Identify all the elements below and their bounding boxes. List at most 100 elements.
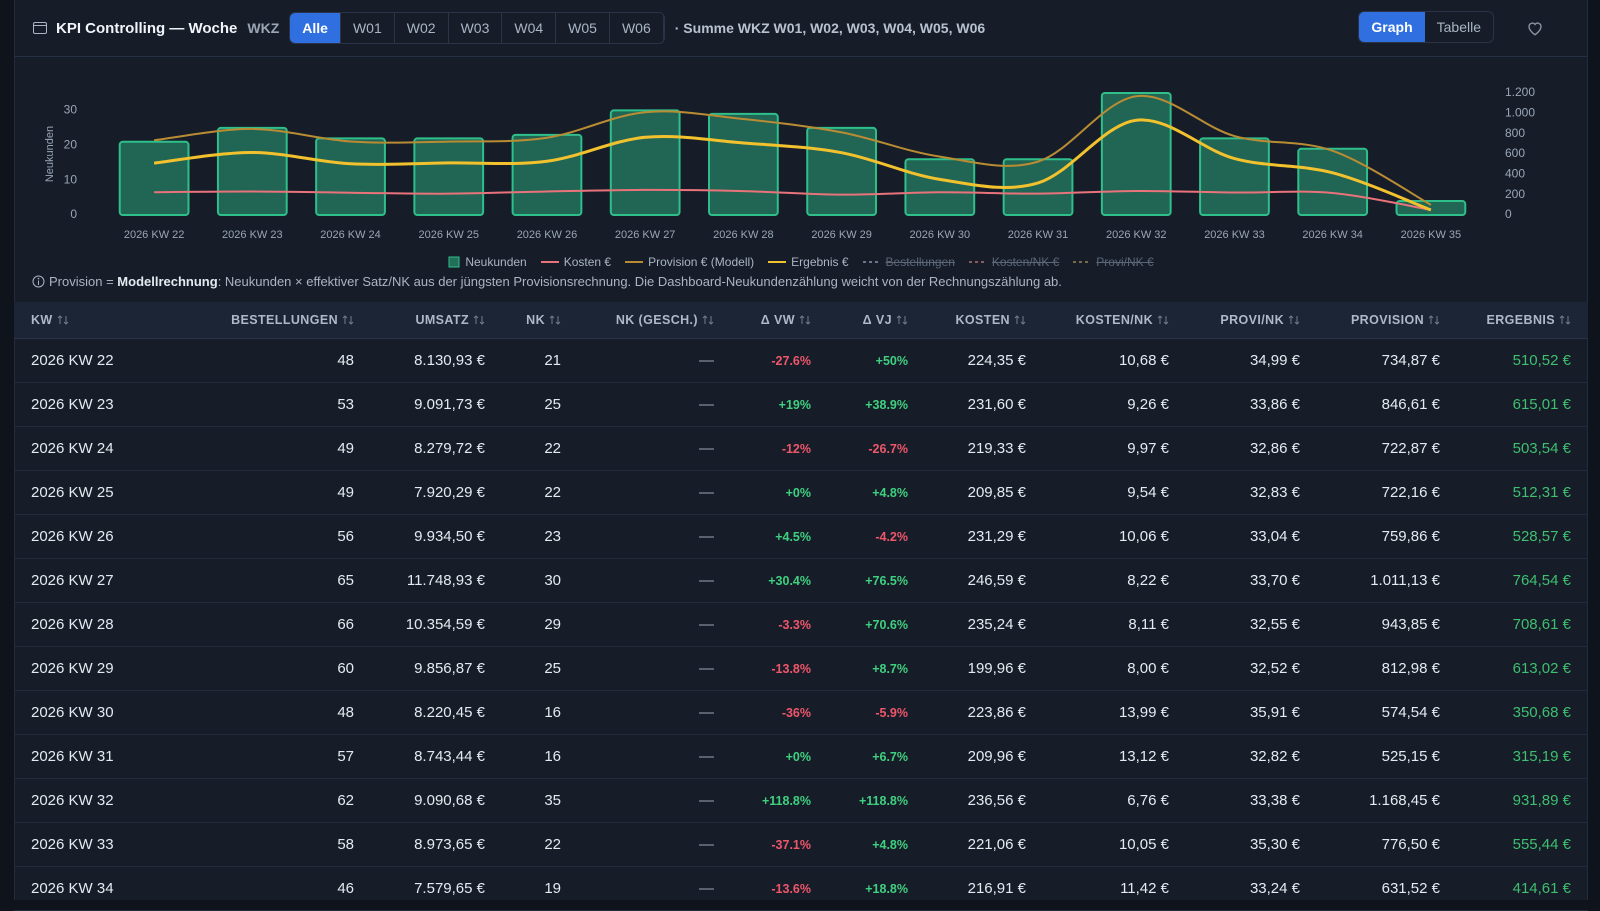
legend-swatch [768,261,787,263]
table-row: 2026 KW 24 49 8.279,72 € 22 — -12% -26.7% 219,3… [14,427,1588,471]
table-cell: 11,42 € [1120,880,1169,897]
column-header[interactable]: NK [526,302,561,339]
legend-swatch [625,261,644,263]
column-header[interactable]: KOSTEN [956,302,1027,339]
tab[interactable]: W03 [449,13,503,43]
table-cell: 6,76 € [1127,792,1169,809]
column-label: KOSTEN [955,313,1010,327]
legend-swatch [448,256,460,268]
y2-tick-label: 200 [1505,187,1525,201]
table-cell: 22 [544,836,561,853]
view-button[interactable]: Tabelle [1436,19,1481,35]
tab[interactable]: W05 [556,13,610,43]
table-cell: — [699,440,714,457]
table-cell: 615,01 € [1512,396,1571,413]
table-cell: 8.130,93 € [414,352,485,369]
table-cell: 66 [337,616,354,633]
table-row: 2026 KW 31 57 8.743,44 € 16 — +0% +6.7% 209,96 … [14,735,1588,779]
table-cell: 13,12 € [1118,748,1169,765]
legend-swatch [862,261,881,263]
bar [511,133,583,216]
column-header[interactable]: UMSATZ [415,302,485,339]
table-cell: — [699,660,714,677]
legend-label: Provision € (Modell) [648,255,755,269]
tab[interactable]: W06 [610,13,664,43]
x-tick-label: 2026 KW 31 [1008,229,1069,241]
column-header[interactable]: NK (GESCH.) [616,302,714,339]
table-row: 2026 KW 34 46 7.579,65 € 19 — -13.6% +18.8% 216… [14,867,1588,911]
table-cell: +0% [785,750,811,764]
line [153,94,1432,206]
table-cell: 555,44 € [1512,836,1571,853]
table-cell: 246,59 € [967,572,1026,589]
legend-item[interactable]: Ergebnis € [768,255,849,269]
table-cell: 7.579,65 € [414,880,485,897]
x-tick-label: 2026 KW 25 [418,229,479,241]
column-header[interactable]: PROVI/NK [1220,302,1300,339]
table-cell: 30 [544,572,561,589]
column-header[interactable]: KW [31,302,69,339]
table-cell: 231,29 € [967,528,1026,545]
column-header[interactable]: Δ VJ [863,302,908,339]
tab[interactable]: W02 [395,13,449,43]
sort-arrows [799,315,811,325]
table-cell: +70.6% [865,618,908,632]
legend-item[interactable]: Kosten € [540,255,612,269]
table-cell: 931,89 € [1512,792,1571,809]
table-cell: -13.8% [771,662,811,676]
column-label: Δ VW [760,313,795,327]
table-cell: 10,06 € [1118,528,1169,545]
table-cell: 19 [544,880,561,897]
y2-tick-label: 400 [1505,167,1525,181]
legend-item[interactable]: Neukunden [448,255,527,269]
tab[interactable]: Alle [290,13,341,43]
table-cell: 574,54 € [1381,704,1440,721]
table-cell: 209,96 € [967,748,1026,765]
table-cell: 9,26 € [1127,396,1169,413]
table-cell: 33,38 € [1249,792,1300,809]
table-cell: — [699,748,714,765]
table-cell: 2026 KW 30 [31,704,114,721]
column-header[interactable]: Δ VW [761,302,811,339]
table-cell: 1.168,45 € [1369,792,1440,809]
sort-icon [799,315,811,325]
view-button[interactable]: Graph [1359,12,1425,42]
table-cell: 33,04 € [1249,528,1300,545]
note-bold: Modellrechnung [117,274,218,289]
legend-label: Kosten € [563,255,612,269]
table-cell: 9,97 € [1127,440,1169,457]
bar [216,126,288,216]
y-tick-label: 0 [70,207,77,221]
note-text: : Neukunden × effektiver Satz/NK aus der… [217,274,1062,289]
legend-item[interactable]: Provision € (Modell) [625,255,754,269]
x-tick-label: 2026 KW 27 [615,229,676,241]
table-cell: +118.8% [858,794,908,808]
table-cell: 32,82 € [1249,748,1300,765]
tab-group: Alle W01 W02 W03 W04 W05 W06 [289,12,665,44]
table-cell: 34,99 € [1249,352,1300,369]
legend-item[interactable]: Bestellungen [862,255,955,269]
column-header[interactable]: ERGEBNIS [1487,302,1572,339]
column-header[interactable]: KOSTEN/NK [1076,302,1169,339]
favorite-button[interactable] [1526,19,1544,37]
table-cell: 219,33 € [967,440,1026,457]
table-cell: +4.8% [872,486,908,500]
sort-arrows [1288,315,1300,325]
y2-tick-label: 800 [1505,126,1525,140]
table-cell: 32,52 € [1249,660,1300,677]
bar [609,109,681,216]
table-cell: 35,30 € [1249,836,1300,853]
legend-item[interactable]: Provi/NK € [1073,255,1154,269]
sort-icon [896,315,908,325]
table-cell: +6.7% [872,750,908,764]
table-cell: 812,98 € [1381,660,1440,677]
tab[interactable]: W04 [502,13,557,43]
sort-icon [473,315,485,325]
table-cell: 8.279,72 € [414,440,485,457]
y2-tick-label: 0 [1505,207,1512,221]
column-header[interactable]: PROVISION [1351,302,1440,339]
legend-item[interactable]: Kosten/NK € [968,255,1059,269]
table-cell: 315,19 € [1512,748,1571,765]
column-header[interactable]: BESTELLUNGEN [231,302,354,339]
tab[interactable]: W01 [341,13,395,43]
